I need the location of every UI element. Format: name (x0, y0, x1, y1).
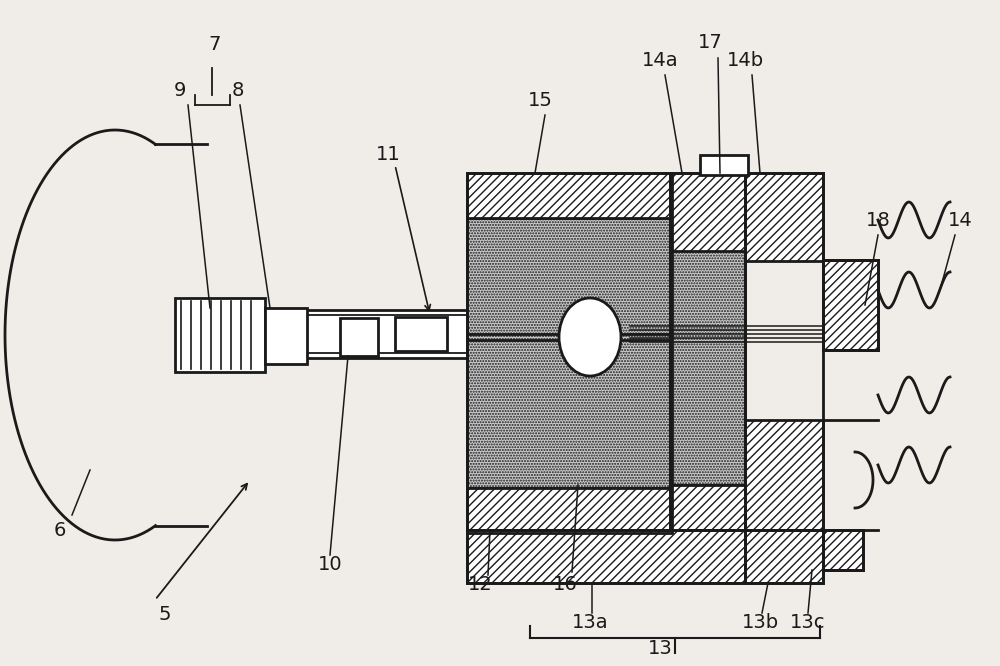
Bar (745, 530, 823, 583)
Text: 14a: 14a (642, 51, 678, 69)
Text: 11: 11 (376, 145, 400, 165)
Bar (467, 218, 672, 488)
Bar (823, 530, 863, 570)
Text: 17: 17 (698, 33, 722, 51)
Text: 13b: 13b (741, 613, 779, 631)
Bar (467, 530, 745, 583)
Bar (467, 488, 672, 533)
Text: 12: 12 (468, 575, 492, 595)
Text: 8: 8 (232, 81, 244, 99)
Bar (670, 250, 745, 485)
Text: 7: 7 (209, 35, 221, 55)
Text: 9: 9 (174, 81, 186, 99)
Text: 15: 15 (528, 91, 552, 109)
Bar (670, 173, 745, 251)
Bar (745, 420, 823, 530)
Text: 13a: 13a (572, 613, 608, 631)
Ellipse shape (559, 298, 621, 376)
Text: 10: 10 (318, 555, 342, 575)
Bar (823, 260, 878, 350)
Bar (265, 308, 307, 364)
Bar (207, 310, 467, 358)
Bar (175, 298, 265, 372)
Text: 16: 16 (553, 575, 577, 595)
Bar (745, 530, 823, 583)
Bar (340, 318, 378, 356)
Bar (670, 485, 745, 530)
Bar (823, 260, 878, 350)
Text: 14b: 14b (726, 51, 764, 69)
Text: 13c: 13c (790, 613, 826, 631)
Bar (467, 173, 672, 533)
Text: 5: 5 (159, 605, 171, 625)
Bar (745, 173, 823, 261)
Bar (395, 317, 447, 351)
Bar (745, 173, 823, 530)
Text: 13: 13 (648, 639, 672, 657)
Bar (670, 173, 745, 530)
Bar (823, 530, 863, 570)
Bar (700, 155, 748, 175)
Bar (467, 530, 745, 583)
Text: 18: 18 (866, 210, 890, 230)
Text: 14: 14 (948, 210, 972, 230)
Bar (467, 173, 672, 218)
Text: 6: 6 (54, 521, 66, 539)
